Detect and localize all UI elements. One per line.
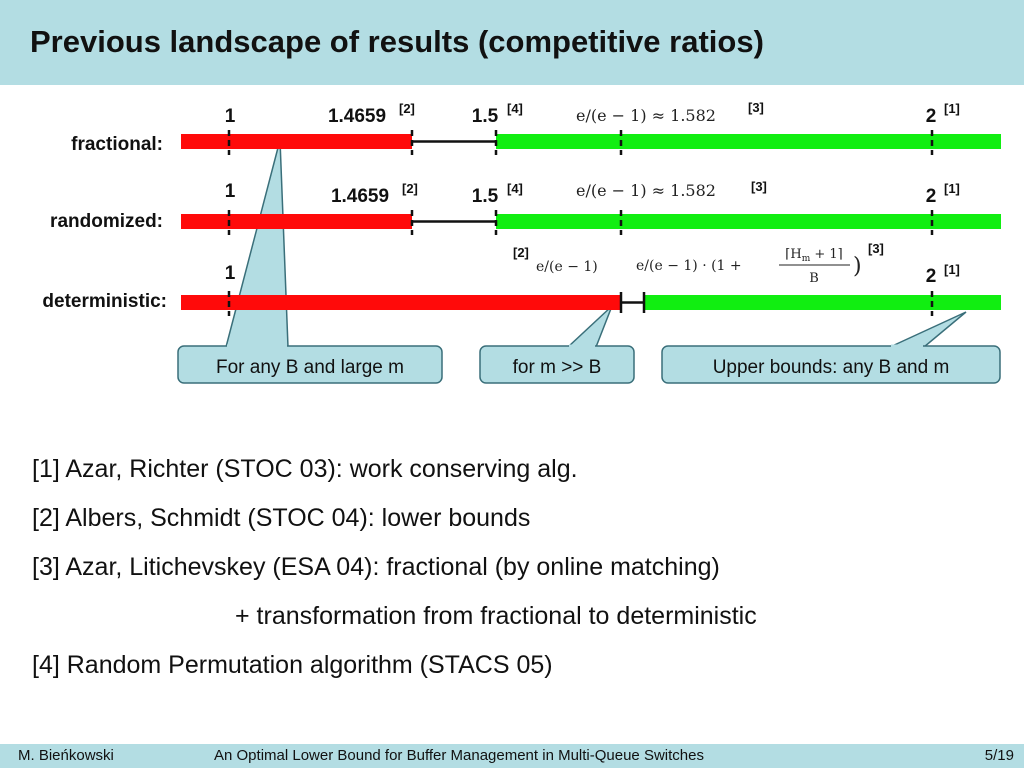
- tick-label-e-ratio: e/(e − 1) ≈ 1.582: [576, 181, 716, 200]
- callout-pointer: [225, 139, 289, 348]
- lower-bound-bar: [181, 134, 412, 149]
- row-deterministic: deterministic: 1 [2] e/(e − 1) e/(e − 1)…: [42, 241, 1001, 316]
- upper-bound-bar: [644, 295, 1001, 310]
- upper-bound-suffix: ): [853, 254, 862, 279]
- footer: M. Bieńkowski An Optimal Lower Bound for…: [0, 744, 1024, 768]
- row-label: deterministic:: [42, 291, 167, 312]
- tick-label-1: 1: [225, 106, 236, 127]
- callout-text: for m >> B: [513, 357, 602, 378]
- upper-bound-bar: [496, 214, 1001, 229]
- row-label: randomized:: [50, 211, 163, 232]
- lower-bound-bar: [181, 214, 412, 229]
- tick-marks: [227, 210, 934, 235]
- tick-label-1-4659: 1.4659: [331, 186, 389, 207]
- ref-2: [2]: [399, 101, 415, 116]
- upper-bound-numerator: ⌈Hm + 1⌉: [785, 247, 842, 264]
- ref-2: [2]: [513, 245, 529, 260]
- upper-bound-prefix: e/(e − 1) · (1 +: [636, 258, 742, 274]
- tick-marks: [227, 291, 934, 316]
- lower-bound-bar: [181, 295, 621, 310]
- ref-1: [1]: [944, 101, 960, 116]
- reference-3: [3] Azar, Litichevskey (ESA 04): fractio…: [32, 553, 720, 581]
- tick-label-2: 2: [926, 186, 937, 207]
- callout-text: For any B and large m: [216, 357, 404, 378]
- ref-4: [4]: [507, 181, 523, 196]
- reference-1: [1] Azar, Richter (STOC 03): work conser…: [32, 455, 578, 483]
- ref-4: [4]: [507, 101, 523, 116]
- ref-3: [3]: [748, 100, 764, 115]
- tick-label-2: 2: [926, 266, 937, 287]
- tick-label-1-4659: 1.4659: [328, 106, 386, 127]
- ref-1: [1]: [944, 262, 960, 277]
- tick-label-1: 1: [225, 181, 236, 202]
- tick-label-lower-bound: e/(e − 1): [536, 259, 598, 275]
- callout-box: [661, 345, 1001, 384]
- callout-m-gg-b: for m >> B: [479, 305, 635, 384]
- tick-marks: [227, 130, 934, 155]
- ref-3: [3]: [751, 179, 767, 194]
- row-fractional: fractional: 1 1.4659 [2] 1.5 [4] e/(e − …: [71, 100, 1001, 155]
- tick-label-1-5: 1.5: [472, 106, 499, 127]
- callout-upper-bounds: Upper bounds: any B and m: [661, 311, 1001, 384]
- slide-title: Previous landscape of results (competiti…: [30, 24, 764, 59]
- callout-any-b-large-m: For any B and large m: [177, 139, 443, 384]
- reference-2: [2] Albers, Schmidt (STOC 04): lower bou…: [32, 504, 531, 532]
- reference-3-continuation: + transformation from fractional to dete…: [235, 602, 757, 630]
- row-randomized: randomized: 1 1.4659 [2] 1.5 [4] e/(e − …: [50, 179, 1001, 235]
- footer-page-number: 5/19: [984, 747, 1014, 764]
- tick-label-e-ratio: e/(e − 1) ≈ 1.582: [576, 106, 716, 125]
- reference-4: [4] Random Permutation algorithm (STACS …: [32, 651, 553, 679]
- ref-1: [1]: [944, 181, 960, 196]
- tick-label-1: 1: [225, 263, 236, 284]
- callout-text: Upper bounds: any B and m: [713, 357, 950, 378]
- callout-pointer: [889, 311, 967, 348]
- ref-3: [3]: [868, 241, 884, 256]
- footer-talk-title: An Optimal Lower Bound for Buffer Manage…: [214, 747, 704, 764]
- ref-2: [2]: [402, 181, 418, 196]
- callout-box: [479, 345, 635, 384]
- footer-author: M. Bieńkowski: [18, 747, 114, 764]
- callout-pointer: [566, 305, 613, 348]
- upper-bound-bar: [496, 134, 1001, 149]
- upper-bound-denominator: B: [809, 271, 819, 286]
- row-label: fractional:: [71, 134, 163, 155]
- tick-label-upper-bound: e/(e − 1) · (1 + ⌈Hm + 1⌉ B ): [636, 247, 862, 286]
- title-bar: Previous landscape of results (competiti…: [0, 0, 1024, 85]
- tick-label-1-5: 1.5: [472, 186, 499, 207]
- callout-box: [177, 345, 443, 384]
- competitive-ratio-diagram: For any B and large m for m >> B Upper b…: [42, 100, 1001, 384]
- tick-label-2: 2: [926, 106, 937, 127]
